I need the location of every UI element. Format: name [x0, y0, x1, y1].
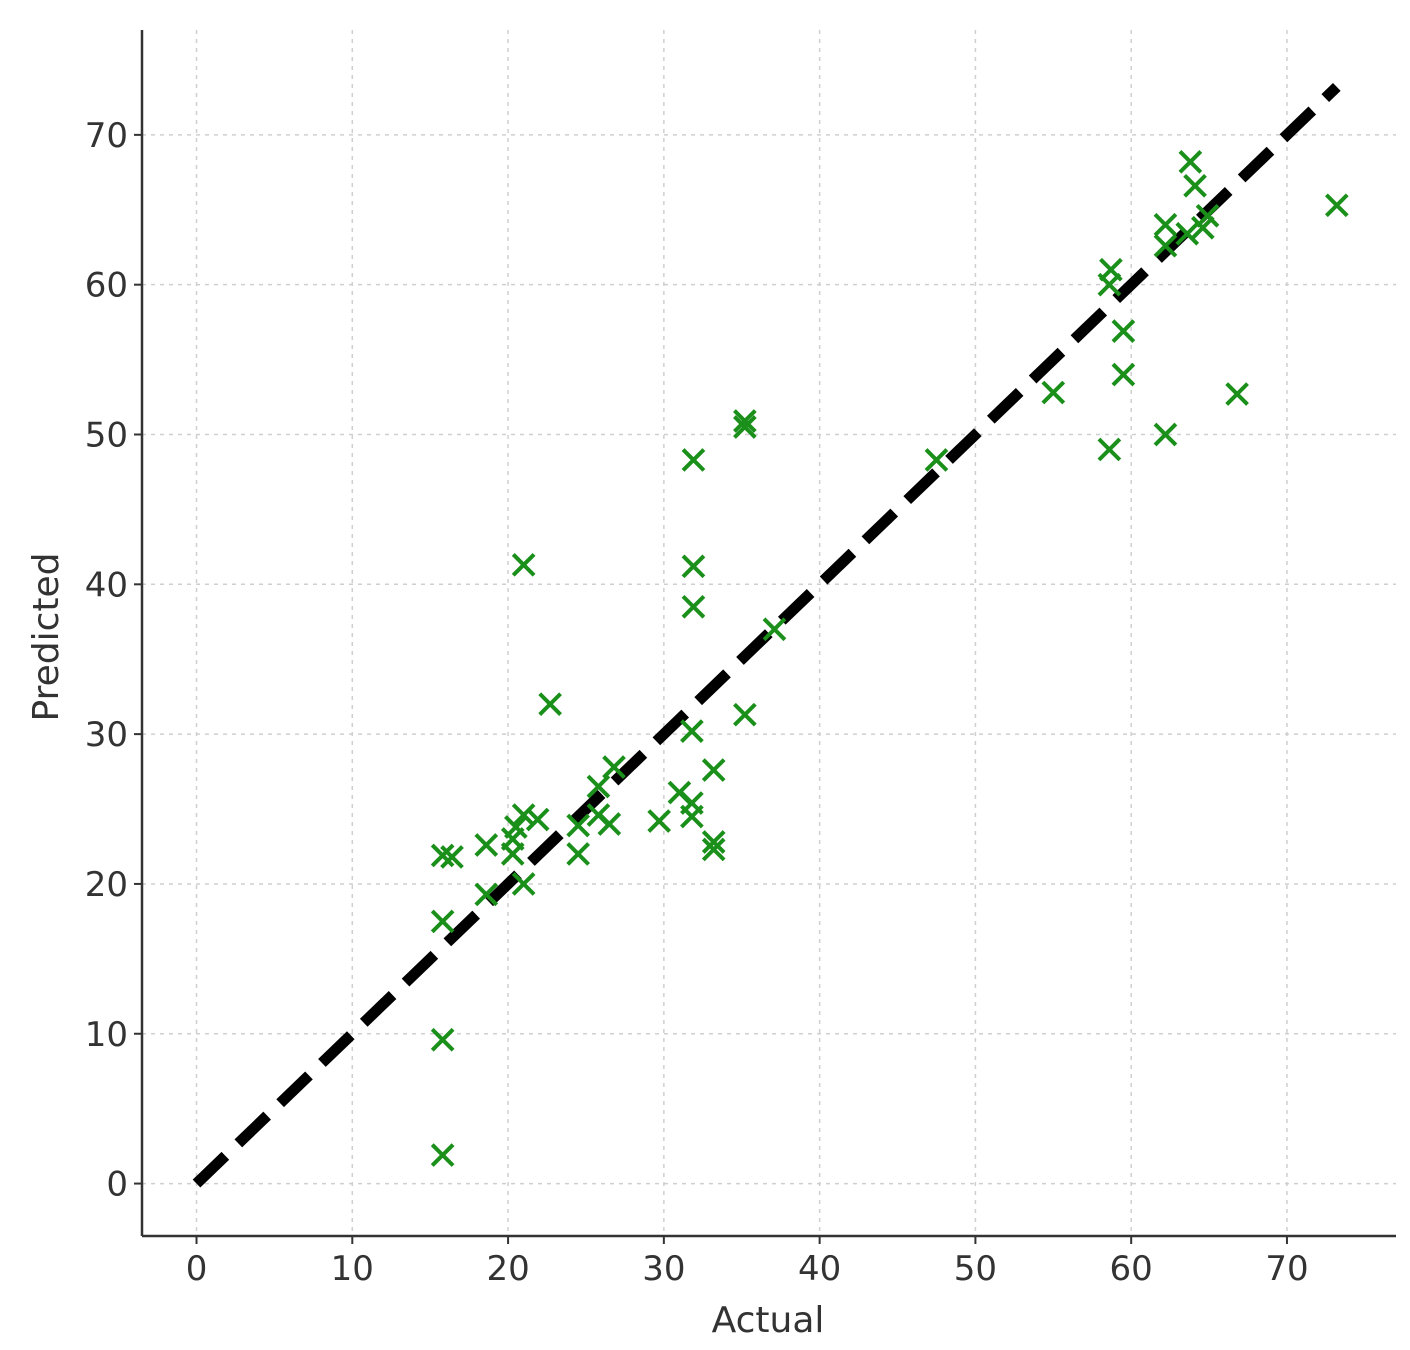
- data-point: [566, 842, 591, 866]
- x-tick-label: 70: [1265, 1249, 1308, 1289]
- data-point: [511, 553, 536, 577]
- data-point: [1153, 422, 1178, 447]
- data-point: [566, 813, 591, 838]
- data-point: [430, 909, 455, 934]
- y-tick-label: 20: [85, 865, 128, 905]
- data-point: [733, 409, 757, 433]
- x-tick-label: 0: [186, 1249, 208, 1289]
- data-point: [1183, 173, 1207, 198]
- data-point: [680, 791, 704, 815]
- data-point: [1195, 203, 1220, 228]
- x-tick-label: 30: [642, 1249, 685, 1289]
- data-point: [430, 1027, 455, 1052]
- x-tick-label: 10: [331, 1249, 374, 1289]
- data-point: [525, 807, 550, 832]
- data-point: [1153, 212, 1178, 237]
- data-point: [924, 448, 949, 472]
- ticks: 0 10 20 30 40 50 60 70 0 10 20 30 40 50 60 70: [85, 116, 1309, 1289]
- data-point: [1191, 215, 1215, 240]
- data-point: [1153, 233, 1178, 258]
- data-point: [430, 1143, 455, 1167]
- x-tick-label: 40: [798, 1249, 841, 1289]
- data-point: [680, 719, 704, 743]
- data-point: [1324, 193, 1349, 218]
- y-axis-label: Predicted: [26, 553, 67, 722]
- data-point: [500, 842, 525, 866]
- data-point: [474, 833, 499, 857]
- y-tick-label: 10: [85, 1015, 128, 1055]
- data-point: [1099, 257, 1123, 282]
- axes: [140, 30, 1396, 1238]
- data-point: [511, 872, 536, 896]
- data-point: [1111, 362, 1136, 387]
- data-point: [701, 758, 726, 782]
- y-tick-label: 60: [85, 266, 128, 306]
- data-point: [733, 415, 757, 439]
- data-point: [701, 830, 726, 854]
- grid: [142, 30, 1396, 1236]
- data-point: [1097, 437, 1122, 462]
- y-tick-label: 50: [85, 415, 128, 455]
- data-points: [430, 150, 1349, 1167]
- data-point: [1175, 221, 1200, 246]
- data-point: [602, 755, 626, 779]
- data-point: [538, 692, 562, 716]
- x-axis-label: Actual: [712, 1300, 825, 1341]
- data-point: [474, 882, 499, 907]
- y-tick-label: 40: [85, 565, 128, 605]
- data-point: [1178, 150, 1203, 174]
- data-point: [1041, 380, 1066, 405]
- data-point: [681, 554, 706, 579]
- x-tick-label: 50: [954, 1249, 997, 1289]
- data-point: [681, 448, 706, 472]
- data-point: [586, 774, 611, 799]
- data-point: [733, 702, 757, 727]
- data-point: [597, 812, 622, 836]
- y-tick-label: 0: [106, 1165, 128, 1205]
- data-point: [1225, 382, 1249, 406]
- data-point: [701, 837, 726, 862]
- y-tick-label: 70: [85, 116, 128, 156]
- x-tick-label: 20: [486, 1249, 529, 1289]
- data-point: [762, 617, 787, 642]
- y-tick-label: 30: [85, 715, 128, 755]
- data-point: [1111, 319, 1136, 343]
- data-point: [500, 827, 525, 851]
- data-point: [504, 815, 528, 839]
- data-point: [647, 809, 672, 833]
- data-point: [440, 845, 464, 869]
- x-tick-label: 60: [1110, 1249, 1153, 1289]
- data-point: [681, 594, 706, 619]
